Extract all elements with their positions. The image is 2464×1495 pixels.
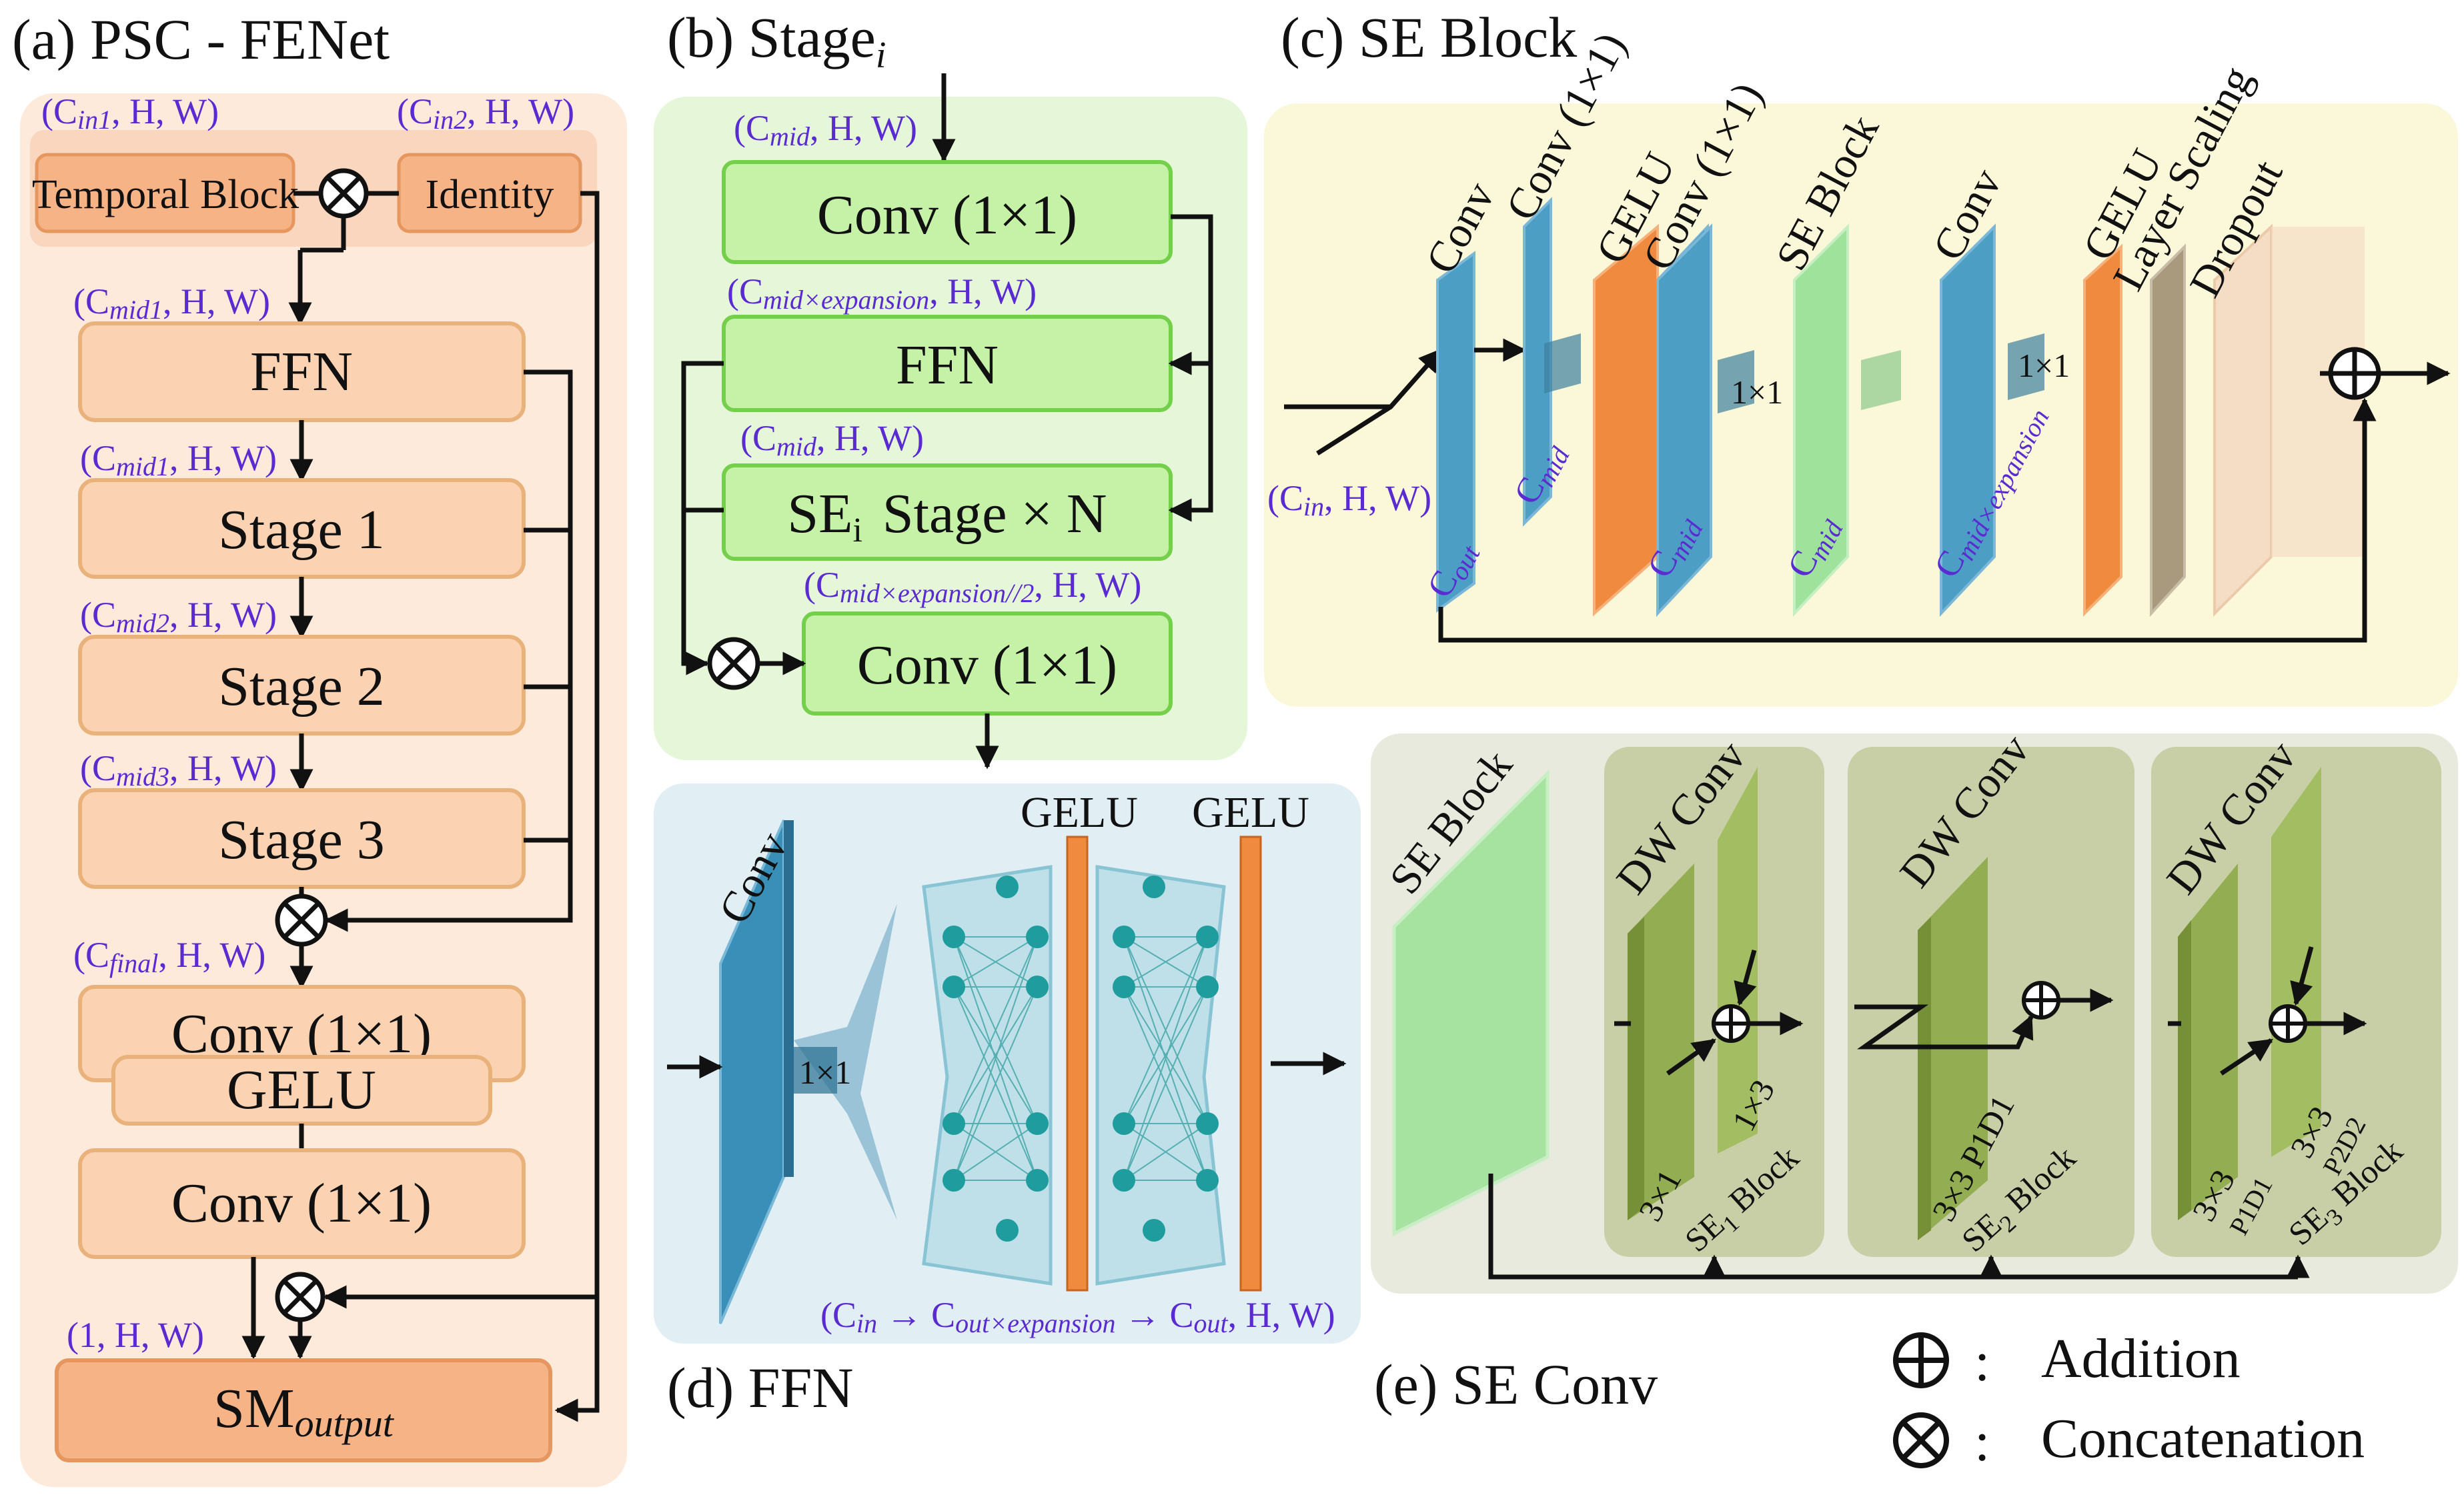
ffn-label-b: FFN <box>896 334 999 396</box>
output-box <box>55 1358 552 1462</box>
conv2-label-b: Conv (1×1) <box>857 634 1117 696</box>
dim-labels-a: (Cmid1, H, W) (Cmid1, H, W) (Cmid2, H, W… <box>73 281 277 978</box>
legend-colon-2: : <box>1974 1411 1990 1473</box>
svg-text:(Cmid3, H, W): (Cmid3, H, W) <box>80 748 277 792</box>
panel-c: (c) SE Block (Cin, H, W) Conv Cout Conv … <box>1264 5 2458 707</box>
c-in-dim: (Cin, H, W) <box>1267 478 1431 521</box>
c-kernel2: 1×1 <box>2018 347 2070 384</box>
legend-colon-1: : <box>1974 1331 1990 1393</box>
panel-b-title: (b) Stagei <box>667 5 886 76</box>
b-dim1: (Cmid, H, W) <box>734 108 917 151</box>
d-kernel: 1×1 <box>799 1054 851 1091</box>
c-se-layer <box>1793 223 1849 617</box>
panel-d: Conv 1×1 GELU <box>654 784 1361 1420</box>
panel-d-title: (d) FFN <box>667 1356 854 1420</box>
panel-e: SE Block DW Conv 3×1 1×3 SE1 Block DW Co… <box>1371 725 2458 1416</box>
conv1-label-b: Conv (1×1) <box>817 184 1077 246</box>
legend: : Addition : Concatenation <box>1893 1328 2365 1473</box>
svg-text:(Cmid1, H, W): (Cmid1, H, W) <box>80 438 277 481</box>
conv1-box-b <box>722 160 1173 264</box>
stage3-label: Stage 3 <box>218 809 385 871</box>
e-se-block-layer <box>1392 769 1550 1237</box>
identity-label: Identity <box>426 172 554 217</box>
d-mlp-2-net <box>1123 936 1208 1181</box>
ffn-label-a: FFN <box>250 341 353 403</box>
d-gelu-bar-2 <box>1239 836 1262 1292</box>
c-conv-layer-2 <box>1940 223 1996 617</box>
d-mlp-1-net <box>953 936 1038 1181</box>
conv2-box-a <box>78 1148 526 1259</box>
c-conv1x1-layer <box>1523 197 1552 527</box>
c-conv-layer <box>1436 251 1475 613</box>
panel-a-title: (a) PSC - FENet <box>12 7 390 71</box>
input1-dim: (Cin1, H, W) <box>41 91 219 135</box>
gelu-label-a: GELU <box>227 1059 376 1121</box>
d-gelu-bar-1 <box>1066 836 1089 1292</box>
legend-concat-label: Concatenation <box>2041 1408 2365 1470</box>
legend-addition-label: Addition <box>2041 1328 2241 1390</box>
c-kernel1: 1×1 <box>1731 373 1783 411</box>
d-gelu2-label: GELU <box>1192 788 1309 837</box>
stage1-label: Stage 1 <box>218 499 385 561</box>
conv2-label-a: Conv (1×1) <box>171 1172 432 1234</box>
b-dim3: (Cmid, H, W) <box>740 418 924 461</box>
c-gelu-layer-2 <box>2083 243 2122 617</box>
input2-dim: (Cin2, H, W) <box>397 91 574 135</box>
panel-c-title: (c) SE Block <box>1281 5 1577 69</box>
panel-b: (b) Stagei (Cmid, H, W) Conv (1×1) (Cmid… <box>654 5 1247 770</box>
output-dim: (1, H, W) <box>67 1315 204 1355</box>
panel-a: (a) PSC - FENet (Cin1, H, W) (Cin2, H, W… <box>12 7 627 1487</box>
b-dim4: (Cmid×expansion//2, H, W) <box>804 565 1141 608</box>
svg-text:(Cmid2, H, W): (Cmid2, H, W) <box>80 595 277 638</box>
svg-text:(Cfinal, H, W): (Cfinal, H, W) <box>73 935 265 978</box>
d-mlp-1-nodes <box>943 876 1049 1242</box>
temporal-block-label: Temporal Block <box>32 172 299 217</box>
c-scaling-layer <box>2150 243 2186 617</box>
panel-e-title: (e) SE Conv <box>1374 1352 1658 1416</box>
d-mlp-2-nodes <box>1113 876 1219 1242</box>
svg-text:(Cmid1, H, W): (Cmid1, H, W) <box>73 281 270 325</box>
d-dim: (Cin → Cout×expansion → Cout, H, W) <box>820 1295 1335 1338</box>
stage2-label: Stage 2 <box>218 655 385 717</box>
output-label: SMoutput <box>213 1378 395 1445</box>
se-stage-label: SEi Stage × N <box>787 483 1107 549</box>
b-dim2: (Cmid×expansion, H, W) <box>727 271 1037 315</box>
conv1-label-a: Conv (1×1) <box>171 1003 432 1065</box>
d-gelu1-label: GELU <box>1021 788 1138 837</box>
